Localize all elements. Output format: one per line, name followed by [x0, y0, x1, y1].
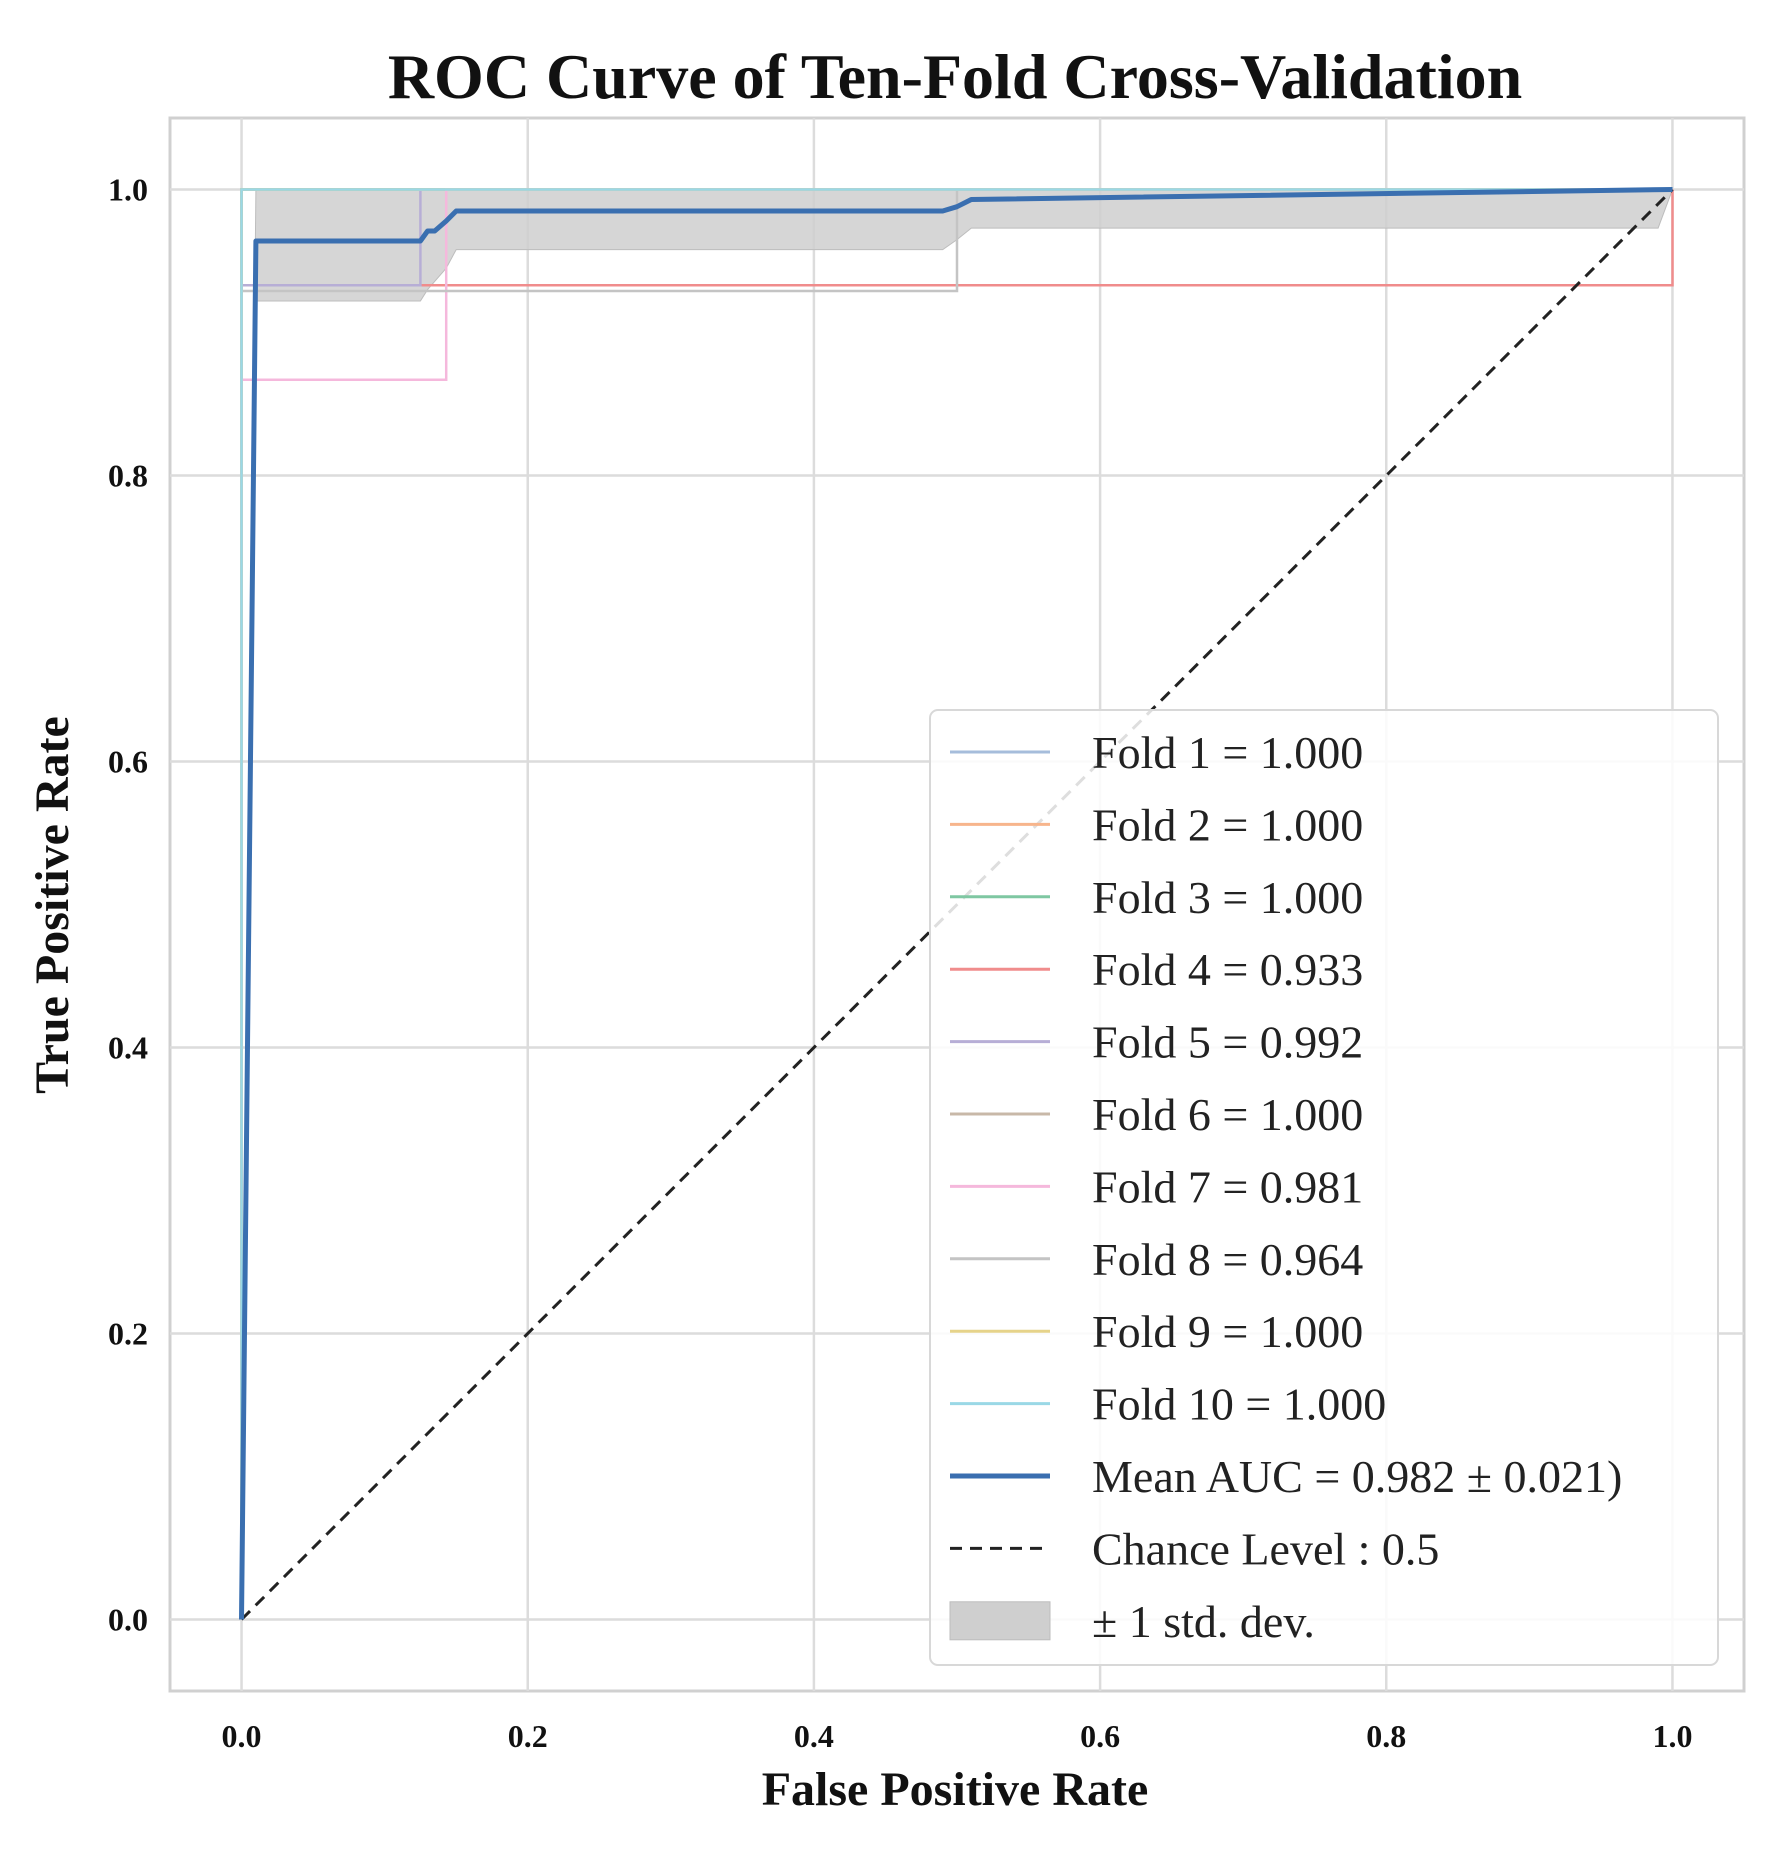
y-tick-label: 0.6: [108, 744, 148, 780]
legend-label: Fold 3 = 1.000: [1092, 872, 1363, 923]
y-tick-label: 0.2: [108, 1316, 148, 1352]
legend-item: Fold 7 = 0.981: [950, 1161, 1363, 1212]
x-tick-label: 0.6: [1080, 1718, 1120, 1754]
legend-item: Fold 1 = 1.000: [950, 727, 1363, 778]
x-tick-label: 0.0: [222, 1718, 262, 1754]
legend-label: Fold 10 = 1.000: [1092, 1379, 1386, 1430]
legend-item: Fold 9 = 1.000: [950, 1306, 1363, 1357]
legend-label: Fold 7 = 0.981: [1092, 1161, 1363, 1212]
legend-item: ± 1 std. dev.: [949, 1596, 1315, 1647]
y-tick-labels: 0.0 0.2 0.4 0.6 0.8 1.0: [108, 172, 148, 1638]
legend-label: Mean AUC = 0.982 ± 0.021): [1092, 1451, 1622, 1502]
legend-label: Fold 5 = 0.992: [1092, 1017, 1363, 1068]
x-axis-label: False Positive Rate: [762, 1763, 1149, 1816]
legend-label: Chance Level : 0.5: [1092, 1523, 1439, 1574]
x-tick-label: 0.8: [1366, 1718, 1406, 1754]
legend-item: Fold 10 = 1.000: [950, 1379, 1386, 1430]
y-tick-label: 1.0: [108, 172, 148, 208]
y-tick-label: 0.8: [108, 458, 148, 494]
fold-10-roc-curve: [240, 188, 1673, 1620]
y-tick-label: 0.4: [108, 1030, 148, 1066]
legend-item: Chance Level : 0.5: [950, 1523, 1439, 1574]
legend-label: Fold 1 = 1.000: [1092, 727, 1363, 778]
legend-label: ± 1 std. dev.: [1092, 1596, 1315, 1647]
legend-swatch-std: [949, 1601, 1051, 1641]
legend-label: Fold 2 = 1.000: [1092, 799, 1363, 850]
x-tick-label: 0.2: [508, 1718, 548, 1754]
legend-item: Fold 3 = 1.000: [950, 872, 1363, 923]
x-tick-label: 0.4: [794, 1718, 834, 1754]
legend-label: Fold 4 = 0.933: [1092, 944, 1363, 995]
legend-label: Fold 8 = 0.964: [1092, 1234, 1363, 1285]
legend-label: Fold 9 = 1.000: [1092, 1306, 1363, 1357]
legend: Fold 1 = 1.000 Fold 2 = 1.000 Fold 3 = 1.0…: [929, 709, 1719, 1666]
legend-item: Fold 2 = 1.000: [950, 799, 1363, 850]
legend-label: Fold 6 = 1.000: [1092, 1089, 1363, 1140]
legend-item: Fold 4 = 0.933: [950, 944, 1363, 995]
legend-item: Fold 6 = 1.000: [950, 1089, 1363, 1140]
x-tick-label: 1.0: [1652, 1718, 1692, 1754]
legend-item: Fold 8 = 0.964: [950, 1234, 1363, 1285]
legend-item: Fold 5 = 0.992: [950, 1017, 1363, 1068]
legend-item: Mean AUC = 0.982 ± 0.021): [950, 1451, 1622, 1502]
mean-roc-curve: [239, 187, 1673, 1620]
x-tick-labels: 0.0 0.2 0.4 0.6 0.8 1.0: [222, 1718, 1693, 1754]
mean-curve-layer: [239, 187, 1673, 1620]
y-tick-label: 0.0: [108, 1602, 148, 1638]
chart-title: ROC Curve of Ten-Fold Cross-Validation: [388, 41, 1522, 112]
fold-curves: [240, 188, 1674, 1620]
y-axis-label: True Positive Rate: [26, 716, 79, 1094]
legend-box: [929, 709, 1719, 1666]
